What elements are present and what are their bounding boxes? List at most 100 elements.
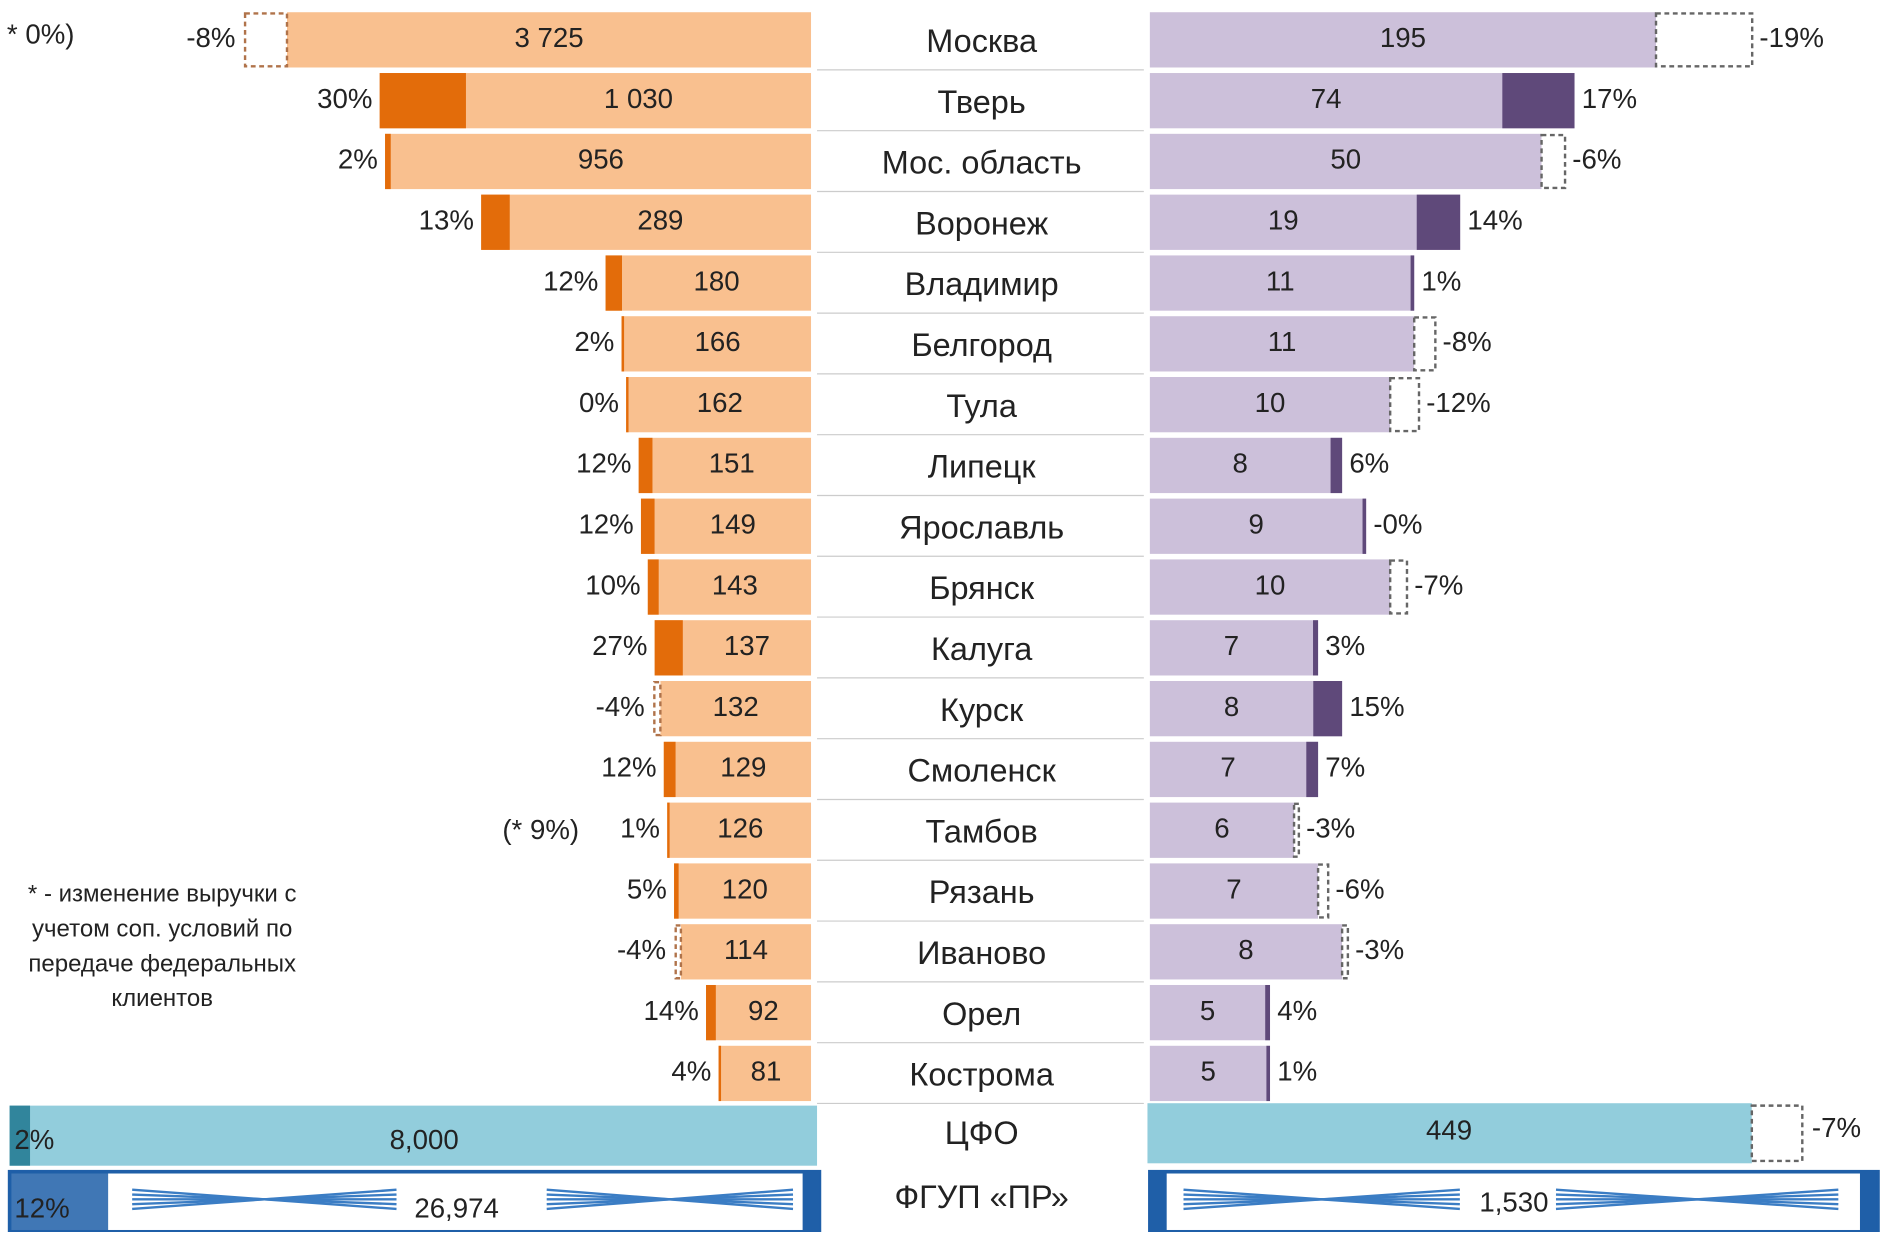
value-label: 9: [1249, 509, 1264, 540]
revenue-bar: [674, 863, 812, 919]
footnote: учетом соп. условий по: [32, 916, 292, 943]
decoration: [132, 1188, 397, 1211]
change-label: 1%: [1421, 265, 1461, 296]
value-label: 7: [1226, 873, 1241, 904]
metric-bar: [1149, 133, 1542, 190]
change-label: 12%: [601, 752, 656, 783]
revenue-bar: [638, 437, 812, 494]
value-label: 5: [1200, 995, 1215, 1026]
value-label: 151: [709, 448, 755, 479]
value-label: 1,530: [1479, 1186, 1548, 1217]
revenue-bar: [626, 377, 812, 433]
change-label: 1%: [620, 813, 660, 844]
value-label: 166: [695, 326, 741, 357]
metric-bar: [1149, 194, 1461, 250]
change-segment: [1416, 194, 1461, 250]
total-bar: [9, 1105, 818, 1166]
value-label: 129: [720, 752, 766, 783]
metric-bar: [1149, 316, 1415, 372]
value-label: 10: [1255, 569, 1286, 600]
value-label: 1 030: [604, 83, 673, 114]
change-label: 17%: [1582, 83, 1637, 114]
footnote: * - изменение выручки с: [28, 881, 297, 908]
value-label: 8: [1233, 448, 1248, 479]
region-label: Владимир: [905, 266, 1059, 302]
change-box: [1654, 12, 1754, 68]
change-label: -0%: [1373, 509, 1422, 540]
region-label: Мос. область: [882, 145, 1082, 181]
region-label: Тверь: [938, 84, 1026, 120]
change-label: 12%: [576, 448, 631, 479]
total-label: ЦФО: [945, 1115, 1019, 1151]
value-label: 92: [748, 995, 779, 1026]
annotation: (* 9%): [502, 814, 579, 845]
change-label: 13%: [419, 205, 474, 236]
revenue-bar: [706, 984, 812, 1041]
region-label: Тула: [946, 388, 1017, 424]
change-segment: [9, 1105, 31, 1166]
change-segment: [605, 255, 623, 311]
footnote: передаче федеральных: [28, 950, 296, 977]
metric-bar: [1149, 924, 1343, 980]
change-segment: [718, 1045, 722, 1102]
change-box: [1316, 863, 1330, 919]
region-label: Воронеж: [915, 205, 1048, 241]
value-label: 7: [1220, 752, 1235, 783]
change-segment: [1362, 498, 1367, 554]
region-label: Смоленск: [907, 753, 1056, 789]
metric-bar: [1149, 984, 1271, 1041]
revenue-bar: [680, 924, 812, 980]
change-segment: [654, 620, 683, 676]
change-label: 4%: [671, 1056, 711, 1087]
total-bar: [1147, 1103, 1752, 1164]
change-label: 7%: [1325, 752, 1365, 783]
revenue-bar: [385, 133, 812, 190]
change-label: 4%: [1277, 995, 1317, 1026]
revenue-bar: [481, 194, 812, 250]
decoration: [1555, 1188, 1839, 1211]
metric-bar: [1149, 377, 1391, 433]
region-label: Москва: [926, 23, 1038, 59]
change-segment: [9, 1171, 109, 1232]
metric-bar: [1149, 863, 1319, 919]
change-label: 0%: [579, 387, 619, 418]
value-label: 26,974: [414, 1192, 499, 1223]
change-segment: [379, 73, 466, 129]
change-box: [1340, 924, 1350, 980]
metric-bar: [1149, 802, 1295, 858]
change-box: [1750, 1104, 1804, 1163]
change-segment: [626, 377, 629, 433]
metric-bar: [1149, 1045, 1271, 1102]
total-label: ФГУП «ПР»: [894, 1179, 1068, 1215]
region-label: Иваново: [917, 935, 1046, 971]
change-segment: [1266, 1045, 1271, 1102]
value-label: 8: [1224, 691, 1239, 722]
change-box: [1540, 133, 1567, 190]
change-label: 2%: [14, 1124, 54, 1155]
change-segment: [667, 802, 670, 858]
total-bar: [7, 1169, 822, 1234]
value-label: 114: [724, 934, 768, 965]
metric-bar: [1149, 437, 1343, 494]
change-segment: [1410, 255, 1415, 311]
region-label: Калуга: [931, 631, 1033, 667]
change-box: [1412, 316, 1437, 372]
change-label: -19%: [1759, 22, 1824, 53]
change-box: [1388, 559, 1409, 615]
region-label: Орел: [942, 996, 1021, 1032]
metric-bar: [1149, 255, 1415, 311]
change-label: -8%: [186, 22, 235, 53]
value-label: 180: [693, 265, 739, 296]
change-label: 12%: [578, 509, 633, 540]
change-label: 15%: [1349, 691, 1404, 722]
change-segment: [706, 984, 716, 1041]
change-segment: [621, 316, 625, 372]
value-label: 50: [1330, 144, 1361, 175]
decoration: [546, 1188, 794, 1211]
value-label: 126: [717, 813, 763, 844]
change-segment: [647, 559, 659, 615]
value-label: 3 725: [514, 22, 583, 53]
change-label: 5%: [627, 873, 667, 904]
footnote: клиентов: [111, 985, 213, 1012]
value-label: 956: [578, 144, 624, 175]
